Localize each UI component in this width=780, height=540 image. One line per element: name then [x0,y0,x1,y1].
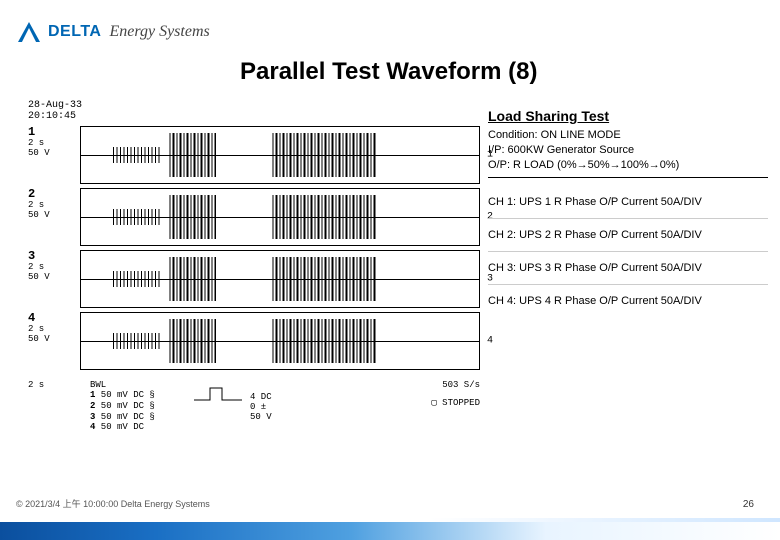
scope-timestamp: 28-Aug-33 20:10:45 [28,100,480,122]
waveform-box: 4 [80,312,480,370]
channel-desc: CH 1: UPS 1 R Phase O/P Current 50A/DIV [488,186,768,219]
scope-channel-row: 42 s50 V 4 [28,312,480,374]
channel-index: 4 [487,336,493,347]
logo-header: DELTA Energy Systems [18,22,210,42]
waveform-box: 3 [80,250,480,308]
condition-block: Condition: ON LINE MODE I/P: 600KW Gener… [488,128,768,178]
scope-channel-row: 32 s50 V 3 [28,250,480,312]
scope-footer-line: 1 50 mV DC § [90,390,182,401]
condition-line: I/P: 600KW Generator Source [488,143,768,158]
channel-label: 12 s50 V [28,126,80,159]
scope-timebase: 2 s [28,380,44,390]
decorative-bottom-bar [0,522,780,540]
condition-line: O/P: R LOAD (0%→50%→100%→0%) [488,158,768,173]
channel-desc: CH 3: UPS 3 R Phase O/P Current 50A/DIV [488,252,768,285]
scope-date-line2: 20:10:45 [28,111,480,122]
condition-line: Condition: ON LINE MODE [488,128,768,143]
scope-sample-rate: 503 S/s [431,380,480,390]
scope-channel-row: 22 s50 V 2 [28,188,480,250]
channel-label: 42 s50 V [28,312,80,345]
brand-text: DELTA [48,23,101,41]
scope-channel-row: 12 s50 V 1 [28,126,480,188]
scope-pulse-icon: 4 DC 0 ± 50 V [192,380,272,412]
channel-label: 22 s50 V [28,188,80,221]
delta-triangle-icon [18,22,40,42]
description-panel: Load Sharing Test Condition: ON LINE MOD… [488,108,768,317]
waveform-box: 2 [80,188,480,246]
copyright-footer: © 2021/3/4 上午 10:00:00 Delta Energy Syst… [16,497,210,510]
scope-bwl: BWL [90,380,106,390]
scope-dc-label: 4 DC 0 ± 50 V [250,392,272,422]
channel-label: 32 s50 V [28,250,80,283]
oscilloscope-capture: 28-Aug-33 20:10:45 12 s50 V 1 22 s50 V 2… [28,100,480,462]
scope-date-line1: 28-Aug-33 [28,100,480,111]
channel-desc: CH 2: UPS 2 R Phase O/P Current 50A/DIV [488,219,768,252]
scope-stopped: ▢ STOPPED [431,398,480,408]
scope-footer: 2 s BWL 1 50 mV DC §2 50 mV DC §3 50 mV … [28,380,480,433]
scope-footer-line: 3 50 mV DC § [90,412,182,423]
channel-desc: CH 4: UPS 4 R Phase O/P Current 50A/DIV [488,285,768,317]
brand-subtext: Energy Systems [109,23,209,41]
waveform-box: 1 [80,126,480,184]
scope-footer-line: 2 50 mV DC § [90,401,182,412]
scope-footer-line: 4 50 mV DC [90,422,182,433]
slide-title: Parallel Test Waveform (8) [240,58,537,86]
page-number: 26 [743,499,754,510]
test-title: Load Sharing Test [488,108,768,124]
